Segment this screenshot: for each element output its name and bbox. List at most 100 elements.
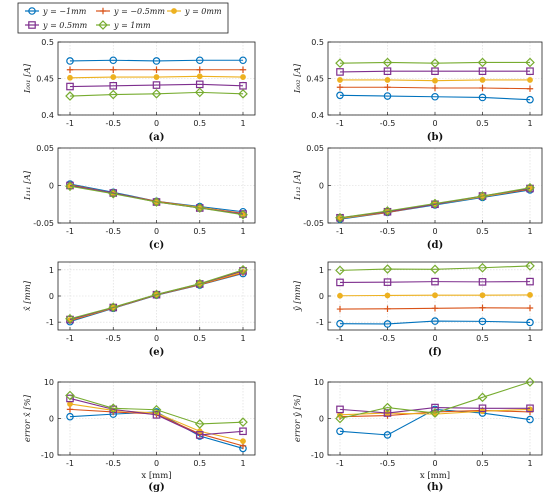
data-point [65, 313, 75, 324]
y-tick-label: -0.05 [303, 219, 324, 228]
panel-b: -1 -0.5 0 0.5 1 0.4 0.45 0.5 I₀₀₂ [A] (b) [293, 38, 543, 143]
data-point [238, 264, 248, 275]
series-line [69, 91, 244, 97]
data-point [239, 427, 247, 436]
legend: y = −1mm y = −0.5mm y = 0mm y = 0.5mm y = 1m… [17, 2, 229, 34]
series [66, 80, 247, 91]
series [337, 292, 533, 299]
x-tick-label: 0 [154, 334, 159, 343]
x-tick-label: 0.5 [476, 227, 489, 236]
x-tick-label: 1 [527, 119, 532, 128]
data-point [153, 66, 160, 73]
panel-label: (c) [149, 240, 165, 251]
data-point [336, 278, 344, 287]
y-axis-label: error ŷ [%] [292, 394, 303, 442]
y-tick-label: 10 [44, 378, 54, 387]
x-tick-label: 0.5 [193, 119, 206, 128]
data-point [477, 392, 488, 403]
series [335, 182, 535, 223]
data-point [527, 292, 533, 298]
series [336, 304, 534, 313]
data-point [195, 431, 204, 439]
data-point [430, 408, 440, 418]
data-point [526, 415, 534, 424]
data-point [382, 57, 393, 68]
data-point [526, 85, 534, 92]
y-axis-label: I₀₀₂ [A] [293, 63, 303, 94]
data-point [478, 317, 487, 326]
data-point [526, 67, 534, 76]
data-point [335, 413, 345, 424]
data-point [151, 289, 162, 300]
data-point [382, 402, 393, 413]
data-point [109, 56, 118, 65]
legend-marker [99, 7, 107, 15]
data-point [65, 181, 75, 192]
legend-label: y = 0.5mm [42, 21, 88, 30]
series [335, 377, 535, 424]
data-point [66, 406, 74, 413]
data-point [152, 411, 161, 419]
x-tick-label: -0.5 [105, 227, 121, 236]
x-tick-label: -0.5 [105, 459, 121, 468]
legend-marker [28, 21, 36, 29]
x-tick-label: -1 [336, 119, 344, 128]
legend-item: y = 1mm [96, 20, 151, 30]
panel-label: (d) [427, 240, 443, 251]
series-line [339, 61, 530, 64]
data-point [335, 265, 345, 276]
data-point [108, 302, 119, 313]
x-tick-label: -1 [336, 334, 344, 343]
y-axis-label: I₁₁₁ [A] [23, 170, 33, 201]
data-point [239, 66, 247, 73]
data-point [431, 403, 439, 412]
data-point [383, 67, 392, 76]
legend-label: y = 1mm [113, 21, 151, 30]
series [335, 261, 535, 276]
data-point [66, 66, 74, 73]
series-line [69, 185, 244, 216]
data-point [196, 73, 203, 80]
data-point [383, 409, 392, 417]
data-point [67, 74, 73, 81]
x-tick-label: 1 [240, 227, 245, 236]
x-tick-label: 0 [154, 119, 159, 128]
x-tick-label: 1 [240, 119, 245, 128]
data-point [479, 304, 486, 311]
data-point [525, 377, 535, 387]
y-tick-label: 0.05 [306, 144, 324, 153]
panel-e: -1 -0.5 0 0.5 1 -1 0 1 x̂ [mm] (e) [22, 261, 256, 358]
data-point [194, 419, 205, 429]
x-tick-label: 1 [527, 334, 532, 343]
data-point [152, 57, 161, 65]
data-point [525, 182, 535, 193]
x-tick-label: 1 [240, 334, 245, 343]
data-point [477, 57, 488, 68]
y-tick-label: -1 [316, 318, 324, 327]
data-point [337, 292, 343, 299]
legend-item: y = 0mm [167, 7, 222, 16]
series-line [339, 94, 531, 101]
series [66, 66, 247, 73]
data-point [336, 305, 344, 313]
panel-f: -1 -0.5 0 0.5 1 -1 0 1 ŷ [mm] (f) [292, 261, 543, 358]
series [66, 56, 247, 65]
panel-c: -1 -0.5 0 0.5 1 -0.05 0 0.05 I₁₁₁ [A] (c) [23, 144, 256, 251]
data-point [432, 77, 438, 84]
data-point [384, 77, 391, 83]
data-point [109, 81, 118, 90]
data-point [383, 431, 392, 439]
y-tick-label: 0.4 [41, 111, 54, 120]
x-tick-label: -0.5 [380, 459, 396, 468]
data-point [151, 197, 162, 207]
y-tick-label: 0.05 [36, 144, 54, 153]
data-point [525, 261, 535, 271]
panel-label: (a) [149, 132, 165, 143]
x-tick-label: 0.5 [476, 334, 489, 343]
data-point [478, 404, 487, 413]
y-tick-label: 0.5 [41, 38, 54, 47]
series-line [339, 381, 531, 420]
series-line [339, 70, 530, 73]
data-point [240, 438, 246, 445]
data-point [430, 198, 440, 209]
